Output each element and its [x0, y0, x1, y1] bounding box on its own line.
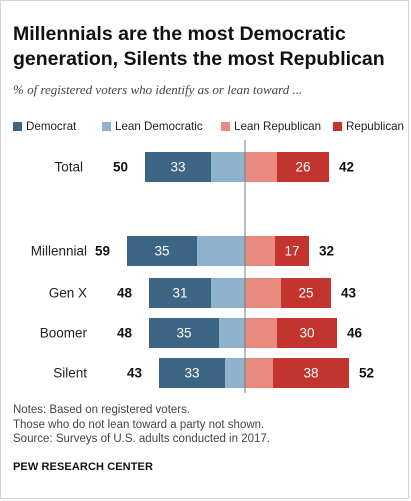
bar-lean-republican [245, 236, 275, 266]
total-republican: 52 [359, 366, 374, 381]
category-label: Boomer [40, 326, 88, 341]
data-label-democrat: 31 [172, 286, 187, 301]
bar-lean-republican [245, 358, 273, 388]
source-organization: PEW RESEARCH CENTER [13, 461, 154, 473]
legend-label: Lean Democratic [115, 120, 203, 133]
total-republican: 32 [319, 244, 334, 259]
legend-item: Lean Republican [221, 120, 321, 133]
bar-democrat [149, 318, 219, 348]
total-democratic: 43 [127, 366, 143, 381]
legend-swatch [221, 122, 230, 131]
legend-swatch [13, 122, 22, 131]
data-label-democrat: 35 [176, 326, 191, 341]
bar-democrat [159, 358, 225, 388]
bar-republican [277, 152, 329, 182]
bar-lean-republican [245, 152, 277, 182]
category-label: Gen X [49, 286, 87, 301]
chart-area: 33 26 50 42 Total 35 17 59 32 Millennial 31 25 48 43 G… [31, 140, 374, 393]
data-label-republican: 26 [295, 160, 310, 175]
legend-swatch [333, 122, 342, 131]
data-label-democrat: 33 [184, 366, 199, 381]
total-republican: 42 [339, 160, 354, 175]
total-democratic: 48 [117, 326, 133, 341]
bar-republican [273, 358, 349, 388]
total-democratic: 59 [95, 244, 110, 259]
legend-swatch [102, 122, 111, 131]
bar-lean-republican [245, 318, 277, 348]
bar-republican [281, 278, 331, 308]
bar-lean-democratic [211, 152, 245, 182]
total-republican: 43 [341, 286, 357, 301]
note-line: Notes: Based on registered voters. [13, 404, 191, 416]
bar-democrat [127, 236, 197, 266]
bar-lean-republican [245, 278, 281, 308]
note-line: Those who do not lean toward a party not… [13, 418, 265, 431]
legend-item: Lean Democratic [102, 120, 203, 133]
bar-lean-democratic [211, 278, 245, 308]
legend-label: Republican [346, 120, 405, 133]
bar-lean-democratic [219, 318, 245, 348]
category-label: Total [54, 160, 83, 175]
total-democratic: 50 [113, 160, 128, 175]
chart-title: Millennials are the most Democratic gene… [13, 23, 385, 70]
data-label-republican: 30 [299, 326, 314, 341]
legend-label: Lean Republican [234, 120, 322, 133]
data-label-republican: 38 [303, 366, 318, 381]
chart-subtitle: % of registered voters who identify as o… [13, 82, 303, 97]
legend-label: Democrat [26, 120, 77, 133]
data-label-republican: 25 [298, 286, 313, 301]
bar-democrat [149, 278, 211, 308]
legend-item: Democrat [13, 120, 76, 133]
category-label: Millennial [31, 244, 87, 259]
bar-lean-democratic [225, 358, 245, 388]
total-democratic: 48 [117, 286, 133, 301]
note-line: Source: Surveys of U.S. adults conducted… [13, 433, 270, 445]
bar-lean-democratic [197, 236, 245, 266]
notes: Notes: Based on registered voters. Those… [13, 403, 403, 447]
bar-democrat [145, 152, 211, 182]
data-label-democrat: 35 [154, 244, 169, 259]
bar-republican [275, 236, 309, 266]
category-label: Silent [53, 366, 87, 381]
total-republican: 46 [347, 326, 363, 341]
data-label-democrat: 33 [170, 160, 185, 175]
legend: Democrat Lean Democratic Lean Republican Re… [13, 120, 408, 136]
legend-item: Republican [333, 120, 404, 133]
bar-republican [277, 318, 337, 348]
data-label-republican: 17 [284, 244, 299, 259]
